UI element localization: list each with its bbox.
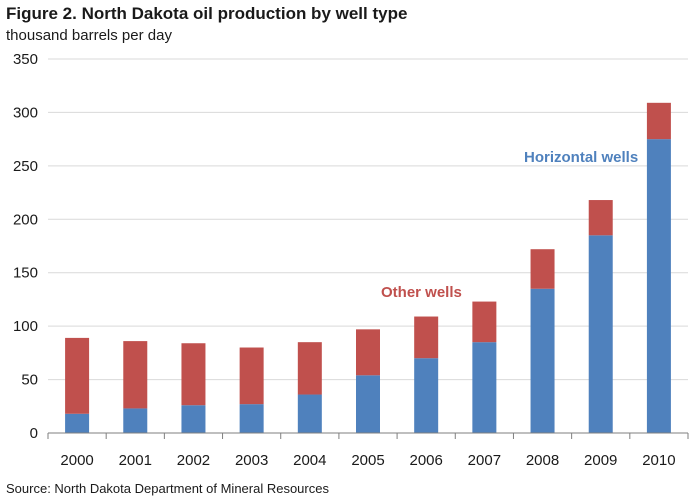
bar-other-2001 <box>123 341 148 409</box>
x-tick-label: 2004 <box>293 452 326 469</box>
bars <box>65 102 671 433</box>
bar-horizontal-2001 <box>123 408 148 433</box>
x-tick-label: 2003 <box>235 452 268 469</box>
x-tick-label: 2002 <box>177 452 210 469</box>
gridlines <box>48 58 688 381</box>
bar-other-2000 <box>65 337 90 414</box>
y-tick-label: 300 <box>13 104 38 121</box>
bar-horizontal-2000 <box>65 413 90 433</box>
bar-horizontal-2005 <box>356 375 380 433</box>
x-tick-label: 2007 <box>468 452 501 469</box>
bar-horizontal-2008 <box>530 288 555 433</box>
bar-other-2003 <box>239 347 264 405</box>
bar-other-2005 <box>356 329 380 376</box>
x-tick-label: 2001 <box>119 452 152 469</box>
bar-other-2002 <box>181 343 206 406</box>
bar-horizontal-2010 <box>646 139 671 433</box>
y-tick-label: 50 <box>21 372 38 389</box>
x-tick-label: 2010 <box>642 452 675 469</box>
y-axis: 0 50 100 150 200 250 300 350 <box>13 51 38 442</box>
y-tick-label: 100 <box>13 318 38 335</box>
bar-horizontal-2003 <box>239 404 264 433</box>
bar-other-2006 <box>414 316 439 359</box>
y-tick-label: 200 <box>13 211 38 228</box>
y-tick-label: 0 <box>30 425 38 442</box>
x-tick-label: 2009 <box>584 452 617 469</box>
x-tick-label: 2008 <box>526 452 559 469</box>
chart-subtitle: thousand barrels per day <box>6 27 172 44</box>
x-axis: 2000 2001 2002 2003 2004 2005 2006 2007 2008 2009… <box>47 432 689 469</box>
bar-other-2009 <box>588 200 613 236</box>
y-tick-label: 150 <box>13 265 38 282</box>
bar-other-2004 <box>297 342 322 395</box>
x-tick-label: 2000 <box>60 452 93 469</box>
bar-horizontal-2004 <box>297 394 322 433</box>
bar-other-2007 <box>472 301 497 343</box>
x-tick-label: 2006 <box>409 452 442 469</box>
bar-horizontal-2009 <box>588 235 613 433</box>
bar-horizontal-2006 <box>414 358 439 433</box>
bar-other-2008 <box>530 249 555 289</box>
x-tick-label: 2005 <box>351 452 384 469</box>
annotation-other-wells: Other wells <box>381 284 462 301</box>
y-tick-label: 350 <box>13 51 38 68</box>
bar-horizontal-2002 <box>181 405 206 433</box>
bar-other-2010 <box>646 102 671 140</box>
y-tick-label: 250 <box>13 158 38 175</box>
bar-horizontal-2007 <box>472 342 497 433</box>
source-note: Source: North Dakota Department of Miner… <box>6 481 329 496</box>
chart-title: Figure 2. North Dakota oil production by… <box>6 4 408 23</box>
annotation-horizontal-wells: Horizontal wells <box>524 149 638 166</box>
